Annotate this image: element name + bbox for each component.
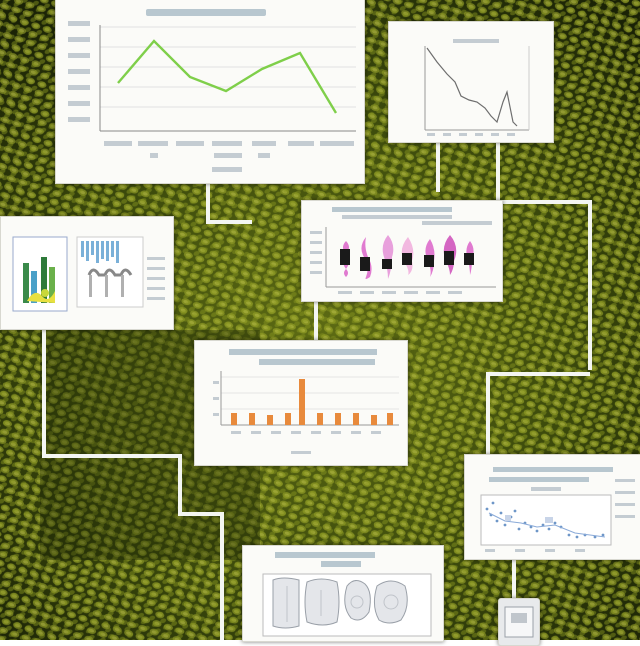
shape-gallery bbox=[243, 546, 443, 641]
line-chart-card-small[interactable] bbox=[388, 21, 554, 143]
orange-bars bbox=[231, 379, 393, 425]
violin-plot-card[interactable] bbox=[301, 200, 503, 302]
connector-2 bbox=[206, 220, 252, 224]
violins bbox=[340, 235, 474, 279]
line-chart-green bbox=[56, 0, 364, 183]
scatter-chart bbox=[465, 455, 640, 559]
device-stub bbox=[498, 598, 540, 646]
connector-13 bbox=[178, 512, 222, 516]
connector-6 bbox=[588, 200, 592, 370]
connector-14 bbox=[220, 512, 224, 640]
device-icon bbox=[504, 606, 534, 638]
line-chart-card-green[interactable] bbox=[55, 0, 365, 184]
bar-chart-panels bbox=[1, 217, 173, 329]
connector-12 bbox=[178, 454, 182, 514]
shape-gallery-card[interactable] bbox=[242, 545, 444, 642]
connector-15 bbox=[512, 556, 516, 600]
connector-7 bbox=[486, 372, 590, 376]
connector-10 bbox=[42, 330, 46, 456]
connector-3 bbox=[436, 140, 440, 192]
violin-plot bbox=[302, 201, 502, 301]
connector-8 bbox=[486, 372, 490, 454]
connector-9 bbox=[314, 300, 318, 340]
connector-5 bbox=[496, 200, 590, 204]
green-series-line bbox=[117, 39, 338, 114]
bar-chart-card-orange[interactable] bbox=[194, 340, 408, 466]
connector-4 bbox=[496, 140, 500, 202]
line-chart-small bbox=[389, 22, 553, 142]
bar-chart-panels-card[interactable] bbox=[0, 216, 174, 330]
gray-series-line bbox=[426, 47, 518, 127]
connector-1 bbox=[206, 180, 210, 224]
bar-chart-orange bbox=[195, 341, 407, 465]
connector-11 bbox=[42, 454, 182, 458]
scatter-chart-card[interactable] bbox=[464, 454, 640, 560]
